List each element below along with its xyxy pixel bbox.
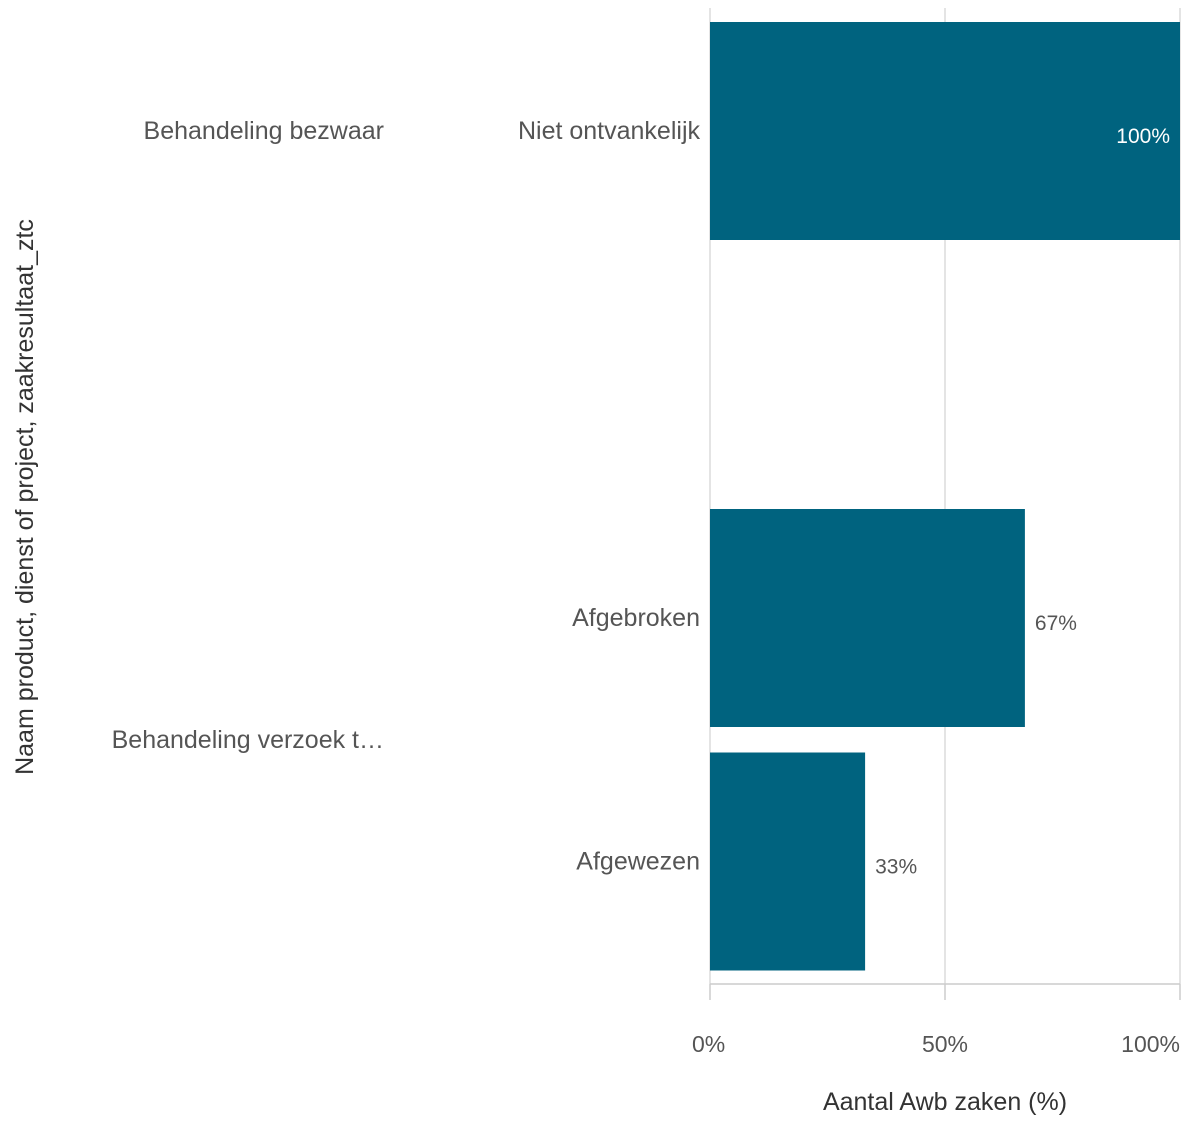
data-label: 33% xyxy=(875,856,917,879)
data-label: 100% xyxy=(1116,125,1170,148)
group-label: Behandeling verzoek t… xyxy=(112,726,384,754)
y-axis-title: Naam product, dienst of project, zaakres… xyxy=(11,219,39,775)
x-tick-label: 0% xyxy=(692,1031,725,1057)
category-labels: Niet ontvankelijk Behandeling bezwaar Afge… xyxy=(112,117,701,876)
category-label: Afgebroken xyxy=(572,604,700,632)
category-label: Afgewezen xyxy=(576,848,700,876)
group-label: Behandeling bezwaar xyxy=(144,117,384,145)
bar[interactable] xyxy=(710,752,866,971)
x-tick-label: 100% xyxy=(1121,1031,1180,1057)
bars: 100% 67% 33% xyxy=(710,22,1180,971)
x-tick-label: 50% xyxy=(922,1031,968,1057)
data-label: 67% xyxy=(1035,612,1077,635)
x-axis: 0% 50% 100% xyxy=(692,983,1181,1057)
bar[interactable] xyxy=(710,509,1025,727)
category-label: Niet ontvankelijk xyxy=(518,117,701,145)
bar[interactable] xyxy=(710,22,1180,240)
x-axis-title: Aantal Awb zaken (%) xyxy=(823,1088,1067,1116)
